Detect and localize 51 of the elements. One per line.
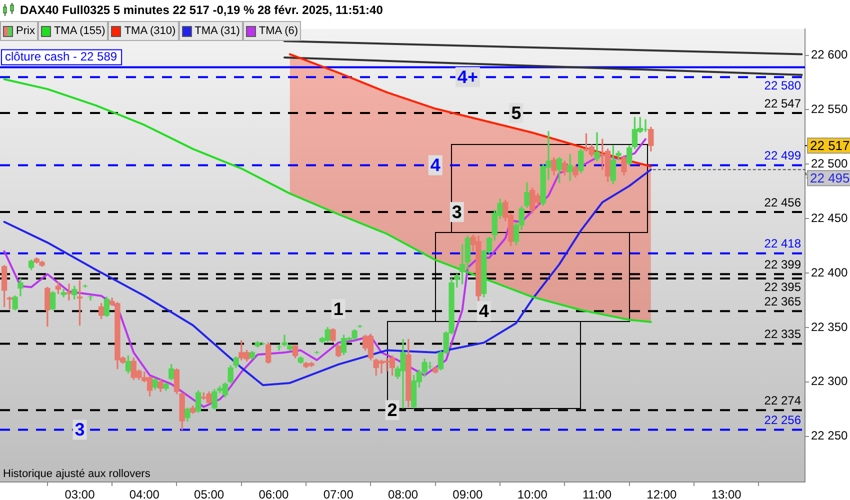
ref-line-label: 22 418 [764, 236, 802, 251]
legend-label: TMA (6) [258, 25, 298, 37]
x-tick-label: 11:00 [582, 488, 612, 500]
ref-line-label: 22 456 [764, 195, 802, 210]
x-tick-label: 06:00 [258, 488, 290, 500]
ref-line-label: 22 499 [764, 148, 802, 163]
x-tick-label: 04:00 [129, 488, 160, 500]
y-tick-label: 22 600 [811, 48, 848, 62]
annotation: 1 [333, 298, 344, 319]
x-tick-label: 10:00 [517, 488, 548, 500]
annotation: 3 [74, 420, 85, 440]
y-tick-label: 22 350 [811, 320, 848, 334]
x-tick-label: 03:00 [64, 488, 96, 500]
y-tick-label: 22 250 [811, 428, 848, 443]
chart-title: DAX40 Full0325 5 minutes 22 517 -0,19 % 28 févr. 2025, 11:51:40 [20, 3, 383, 17]
ref-line-label: 22 274 [764, 393, 802, 408]
x-tick-label: 13:00 [711, 488, 742, 500]
candlestick [594, 132, 600, 162]
x-tick-label: 12:00 [646, 488, 678, 500]
annotation: 4+ [457, 67, 478, 88]
ref-line-label: 22 335 [764, 327, 802, 342]
ref-line-label: clôture cash - 22 589 [5, 50, 118, 64]
x-tick-label: 05:00 [194, 488, 224, 500]
y-tick-label: 22 500 [811, 156, 848, 170]
ref-line-label: 22 365 [764, 294, 802, 308]
ref-line-label: 22 256 [764, 413, 802, 428]
ref-line-label: 22 399 [764, 257, 802, 272]
legend-label: TMA (31) [194, 25, 240, 37]
x-tick-label: 07:00 [323, 488, 354, 500]
legend-label: TMA (155) [54, 25, 106, 37]
legend-label: Prix [16, 25, 35, 37]
ref-line-label: 22 580 [764, 78, 802, 92]
x-tick-label: 09:00 [452, 488, 484, 500]
ref-line-label: 22 547 [764, 96, 802, 110]
x-tick-label: 08:00 [388, 488, 418, 500]
ref-line-label: 22 395 [764, 280, 802, 294]
text: 22 517 [810, 138, 850, 154]
legend-label: TMA (310) [124, 25, 176, 37]
y-tick-label: 22 450 [811, 210, 848, 225]
candlestick [567, 154, 573, 181]
annotation: 22 495 [810, 170, 850, 186]
y-tick-label: 22 300 [811, 374, 848, 388]
annotation: 4 [430, 155, 440, 176]
annotation: Historique ajusté aux rollovers [3, 468, 150, 480]
annotation: 2 [387, 400, 398, 420]
y-tick-label: 22 400 [811, 265, 848, 280]
annotation: 4 [478, 301, 489, 322]
annotation: 5 [511, 102, 522, 123]
annotation: 3 [452, 202, 462, 222]
candlestick [88, 296, 94, 301]
y-tick-label: 22 550 [811, 102, 848, 116]
